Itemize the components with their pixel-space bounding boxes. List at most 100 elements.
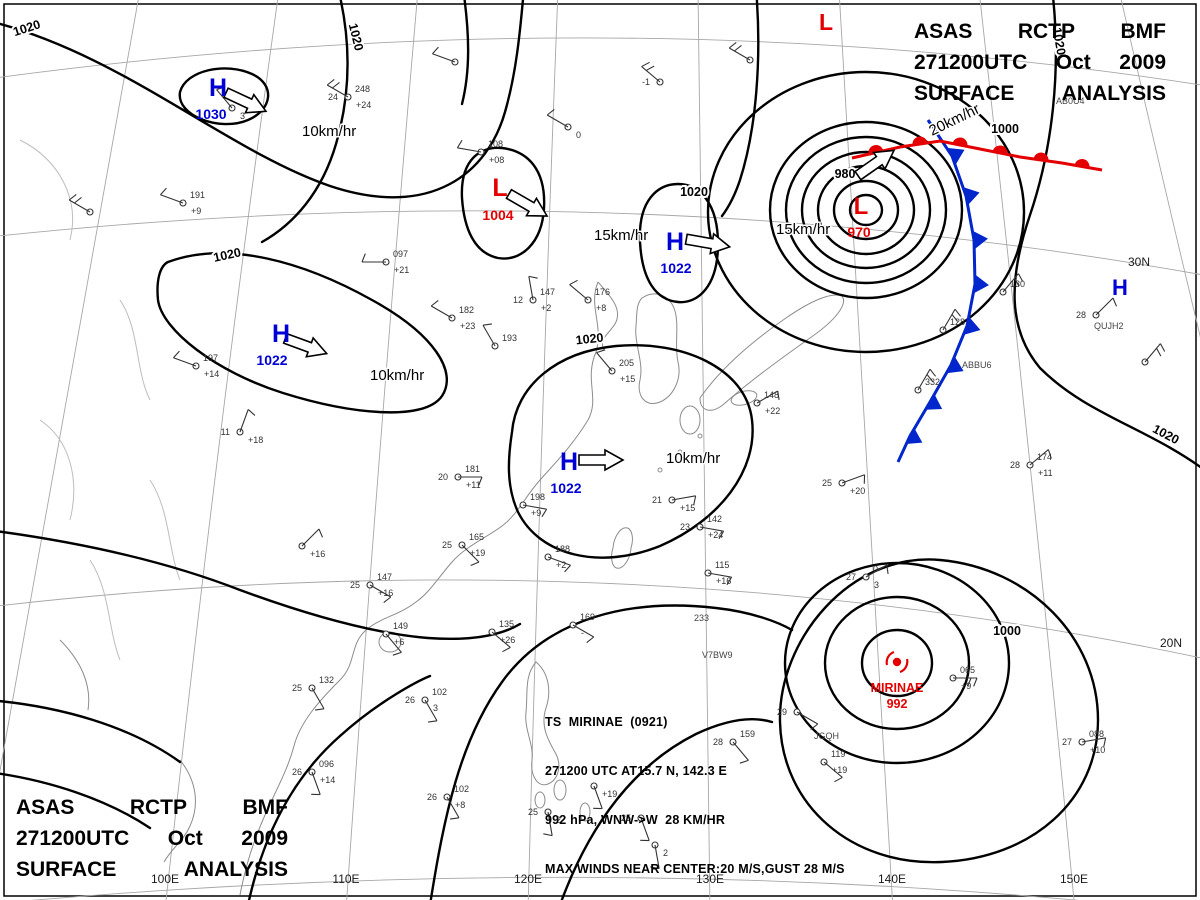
cold-front-line — [896, 119, 977, 463]
station-dewpoint: +20 — [850, 486, 865, 496]
pressure-letter: H — [1112, 275, 1128, 300]
high-pressure-center: H — [1112, 275, 1128, 300]
warm-front-semicircle — [912, 136, 928, 146]
wind-barb-tick — [650, 866, 660, 870]
title-word: BMF — [1120, 20, 1167, 43]
wind-barb-tick — [645, 65, 655, 71]
high-pressure-center: H 1022 — [550, 448, 581, 496]
coast-ryukyu — [657, 433, 703, 473]
station-dewpoint: 2 — [556, 815, 561, 825]
isobar-1020-right — [1013, 0, 1200, 469]
movement-speed-label: 10km/hr — [302, 123, 356, 140]
station-plot: 29 — [777, 707, 819, 731]
isobar-1020-central-high — [507, 344, 754, 559]
station-pressure: 191 — [190, 190, 205, 200]
wind-barb-tick — [954, 308, 962, 317]
pressure-value: 1022 — [550, 480, 581, 496]
station-pressure: 065 — [960, 665, 975, 675]
wind-barb-shaft — [239, 409, 249, 433]
station-plot: 205 +15 — [596, 349, 635, 384]
station-temp: 12 — [513, 295, 523, 305]
pressure-letter: H — [209, 74, 227, 102]
station-plot: 26 102 +8 — [427, 784, 469, 820]
wind-barb-tick — [173, 350, 180, 359]
wind-barb-tick — [693, 495, 697, 505]
wind-barb-tick — [1047, 449, 1052, 459]
station-dewpoint: +14 — [204, 369, 219, 379]
station-dewpoint: - — [581, 628, 584, 638]
station-pressure: 0- — [873, 564, 881, 574]
station-dewpoint: +15 — [680, 503, 695, 513]
station-dewpoint: +2 — [541, 303, 551, 313]
station-pressure: 119 — [831, 749, 845, 759]
wind-barb-tick — [160, 187, 167, 196]
wind-barb-shaft — [546, 114, 569, 128]
wind-barb-shaft — [942, 308, 956, 331]
station-plot — [68, 193, 94, 216]
station-plot: 20 181 +11 — [438, 464, 483, 490]
cold-front-triangle — [947, 147, 965, 165]
station-plot: 26 096 +14 — [292, 759, 335, 796]
wind-barb-tick — [777, 390, 780, 400]
station-dewpoint: 2 — [663, 848, 668, 858]
wind-barb-shaft — [547, 811, 553, 836]
warm-front-line — [851, 139, 1103, 172]
pressure-letter: L — [819, 9, 833, 35]
wind-barb-shaft — [432, 53, 456, 63]
station-plot: 25 +20 — [822, 474, 865, 496]
meridian-120e — [527, 0, 559, 900]
isobar-bottom-left-2 — [0, 772, 152, 830]
wind-barb-shaft — [732, 741, 749, 761]
wind-barb-tick — [216, 86, 226, 91]
cyclone-pressure: 992 — [887, 697, 908, 711]
isobar-value-label: 1000 — [993, 624, 1021, 638]
movement-arrow-shape — [222, 87, 268, 114]
wind-barb-tick — [326, 78, 335, 86]
pressure-value: 1022 — [256, 352, 287, 368]
cyclone-eye — [892, 657, 902, 667]
isobar-top-right-short — [720, 0, 760, 218]
wind-barb-tick — [973, 677, 978, 687]
station-dewpoint: +6 — [394, 637, 404, 647]
station-dewpoint: +16 — [310, 549, 325, 559]
cold-front-triangle — [963, 187, 980, 205]
station-pressure: 102 — [432, 687, 447, 697]
wind-barb-tick — [541, 508, 548, 518]
wind-barb-tick — [1103, 737, 1107, 747]
wind-barb-tick — [596, 349, 606, 354]
station-dewpoint: +18 — [248, 435, 263, 445]
isobar-1004-low-oval — [460, 146, 546, 260]
parallel-20n — [0, 579, 1200, 659]
title-line-3: SURFACE ANALYSIS — [914, 78, 1166, 109]
meridian-110e — [346, 0, 418, 900]
wind-barb-tick — [886, 564, 889, 574]
wind-barb-shaft — [68, 199, 91, 213]
wind-barb-tick — [739, 759, 749, 764]
station-plot: 198 +9 — [519, 492, 548, 518]
coast-kyushu — [679, 405, 701, 435]
mirinae-rings — [778, 558, 1100, 864]
station-plot — [432, 46, 459, 66]
movement-arrow-shape — [282, 332, 329, 358]
station-pressure: 332 — [925, 377, 940, 387]
title-word: ANALYSIS — [183, 858, 288, 881]
low-pressure-center: L 970 — [847, 193, 871, 240]
cold-front-triangle — [905, 428, 923, 444]
station-plot: 27 088 +10 — [1062, 729, 1107, 755]
cyclone-arms — [885, 650, 909, 674]
wind-barb-shaft — [1029, 449, 1049, 466]
longitude-label: 140E — [878, 872, 906, 886]
storm-info-line: 992 hPa, WNW->W 28 KM/HR — [545, 813, 726, 828]
movement-arrow-shape — [505, 188, 549, 217]
station-temp: 25 — [822, 478, 832, 488]
station-dewpoint: +19 — [832, 765, 847, 775]
longitude-label: 100E — [151, 872, 179, 886]
grid-labels: 100E 110E 120E 130E 140E 150E 30N 20N — [151, 255, 1182, 886]
wind-barb-shaft — [654, 844, 660, 869]
isobar-value-label: 1020 — [680, 185, 708, 199]
tropical-cyclone-symbol: MIRINAE 992 — [871, 650, 923, 711]
ship-id-label: AB0U4 — [1056, 96, 1085, 106]
station-plot: 2 — [650, 841, 668, 870]
